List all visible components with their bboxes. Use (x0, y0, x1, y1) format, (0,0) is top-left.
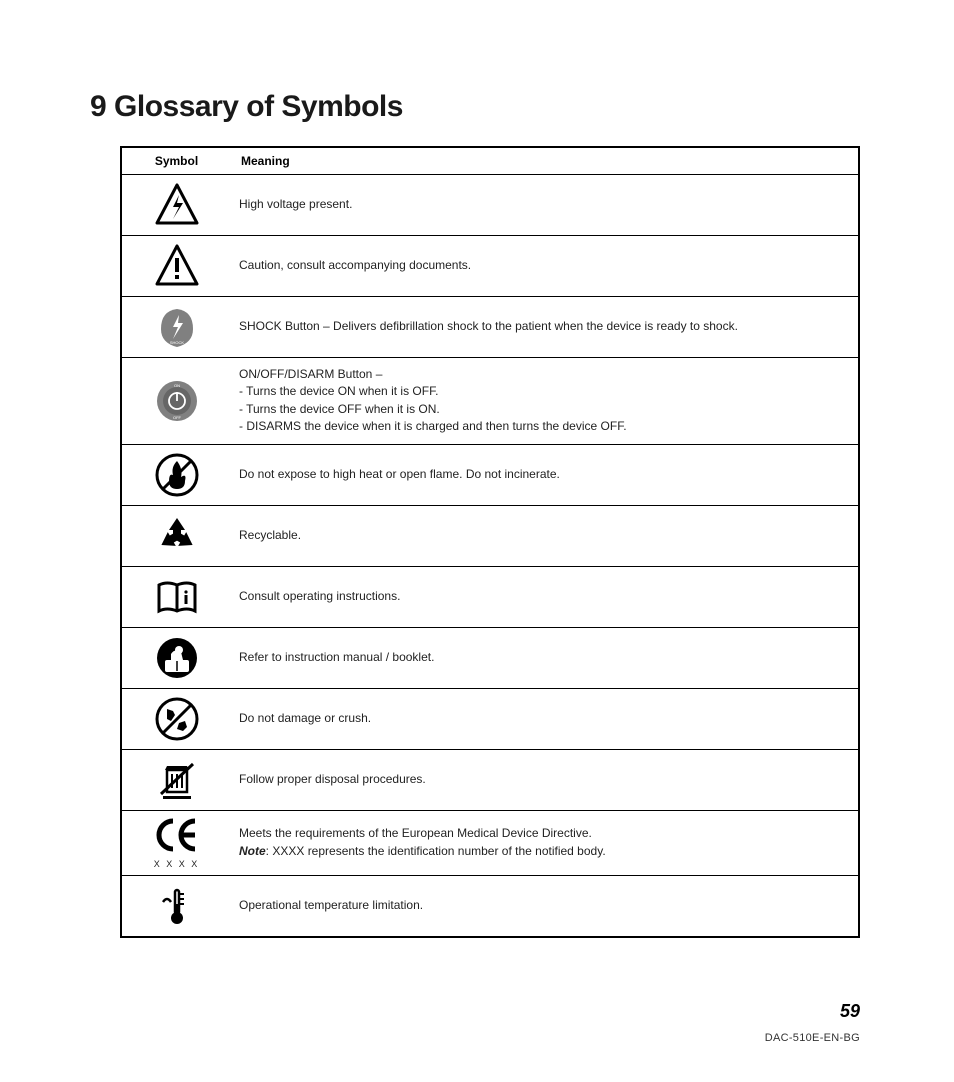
page-heading: 9 Glossary of Symbols (90, 90, 864, 124)
table-row: ON OFF ON/OFF/DISARM Button – - Turns the… (121, 358, 859, 445)
col-header-symbol: Symbol (121, 147, 231, 175)
recyclable-icon (153, 512, 201, 560)
table-row: High voltage present. (121, 175, 859, 236)
meaning-text: Refer to instruction manual / booklet. (231, 627, 859, 688)
svg-text:ON: ON (174, 383, 180, 388)
table-row: Recyclable. (121, 505, 859, 566)
ce-sub-text: X X X X (126, 859, 227, 869)
meaning-text: Meets the requirements of the European M… (231, 810, 859, 875)
meaning-text: Operational temperature limitation. (231, 875, 859, 937)
svg-text:OFF: OFF (173, 415, 182, 420)
table-row: X X X X Meets the requirements of the Eu… (121, 810, 859, 875)
disposal-icon (153, 756, 201, 804)
ce-mark-icon (153, 817, 201, 857)
doc-code: DAC-510E-EN-BG (765, 1032, 860, 1044)
table-row: Do not damage or crush. (121, 688, 859, 749)
meaning-text: Recyclable. (231, 505, 859, 566)
meaning-pre: Meets the requirements of the European M… (239, 826, 592, 840)
meaning-text: SHOCK Button – Delivers defibrillation s… (231, 297, 859, 358)
meaning-text: Do not expose to high heat or open flame… (231, 444, 859, 505)
table-row: Follow proper disposal procedures. (121, 749, 859, 810)
table-row: SHOCK SHOCK Button – Delivers defibrilla… (121, 297, 859, 358)
svg-text:SHOCK: SHOCK (169, 340, 184, 345)
table-row: Caution, consult accompanying documents. (121, 236, 859, 297)
meaning-text: Consult operating instructions. (231, 566, 859, 627)
shock-button-icon: SHOCK (153, 303, 201, 351)
meaning-text: Do not damage or crush. (231, 688, 859, 749)
page-number: 59 (840, 1001, 860, 1022)
meaning-text: Caution, consult accompanying documents. (231, 236, 859, 297)
on-off-button-icon: ON OFF (153, 377, 201, 425)
caution-icon (153, 242, 201, 290)
manual-icon (153, 634, 201, 682)
high-voltage-icon (153, 181, 201, 229)
table-row: Operational temperature limitation. (121, 875, 859, 937)
consult-instructions-icon (153, 573, 201, 621)
no-crush-icon (153, 695, 201, 743)
meaning-text: High voltage present. (231, 175, 859, 236)
col-header-meaning: Meaning (231, 147, 859, 175)
table-row: Consult operating instructions. (121, 566, 859, 627)
temperature-icon (153, 882, 201, 930)
table-row: Refer to instruction manual / booklet. (121, 627, 859, 688)
note-label: Note (239, 844, 266, 858)
meaning-text: Follow proper disposal procedures. (231, 749, 859, 810)
table-row: Do not expose to high heat or open flame… (121, 444, 859, 505)
meaning-text: ON/OFF/DISARM Button – - Turns the devic… (231, 358, 859, 445)
glossary-table: Symbol Meaning High voltage present. Cau… (120, 146, 860, 938)
meaning-post: : XXXX represents the identification num… (266, 844, 606, 858)
no-flame-icon (153, 451, 201, 499)
